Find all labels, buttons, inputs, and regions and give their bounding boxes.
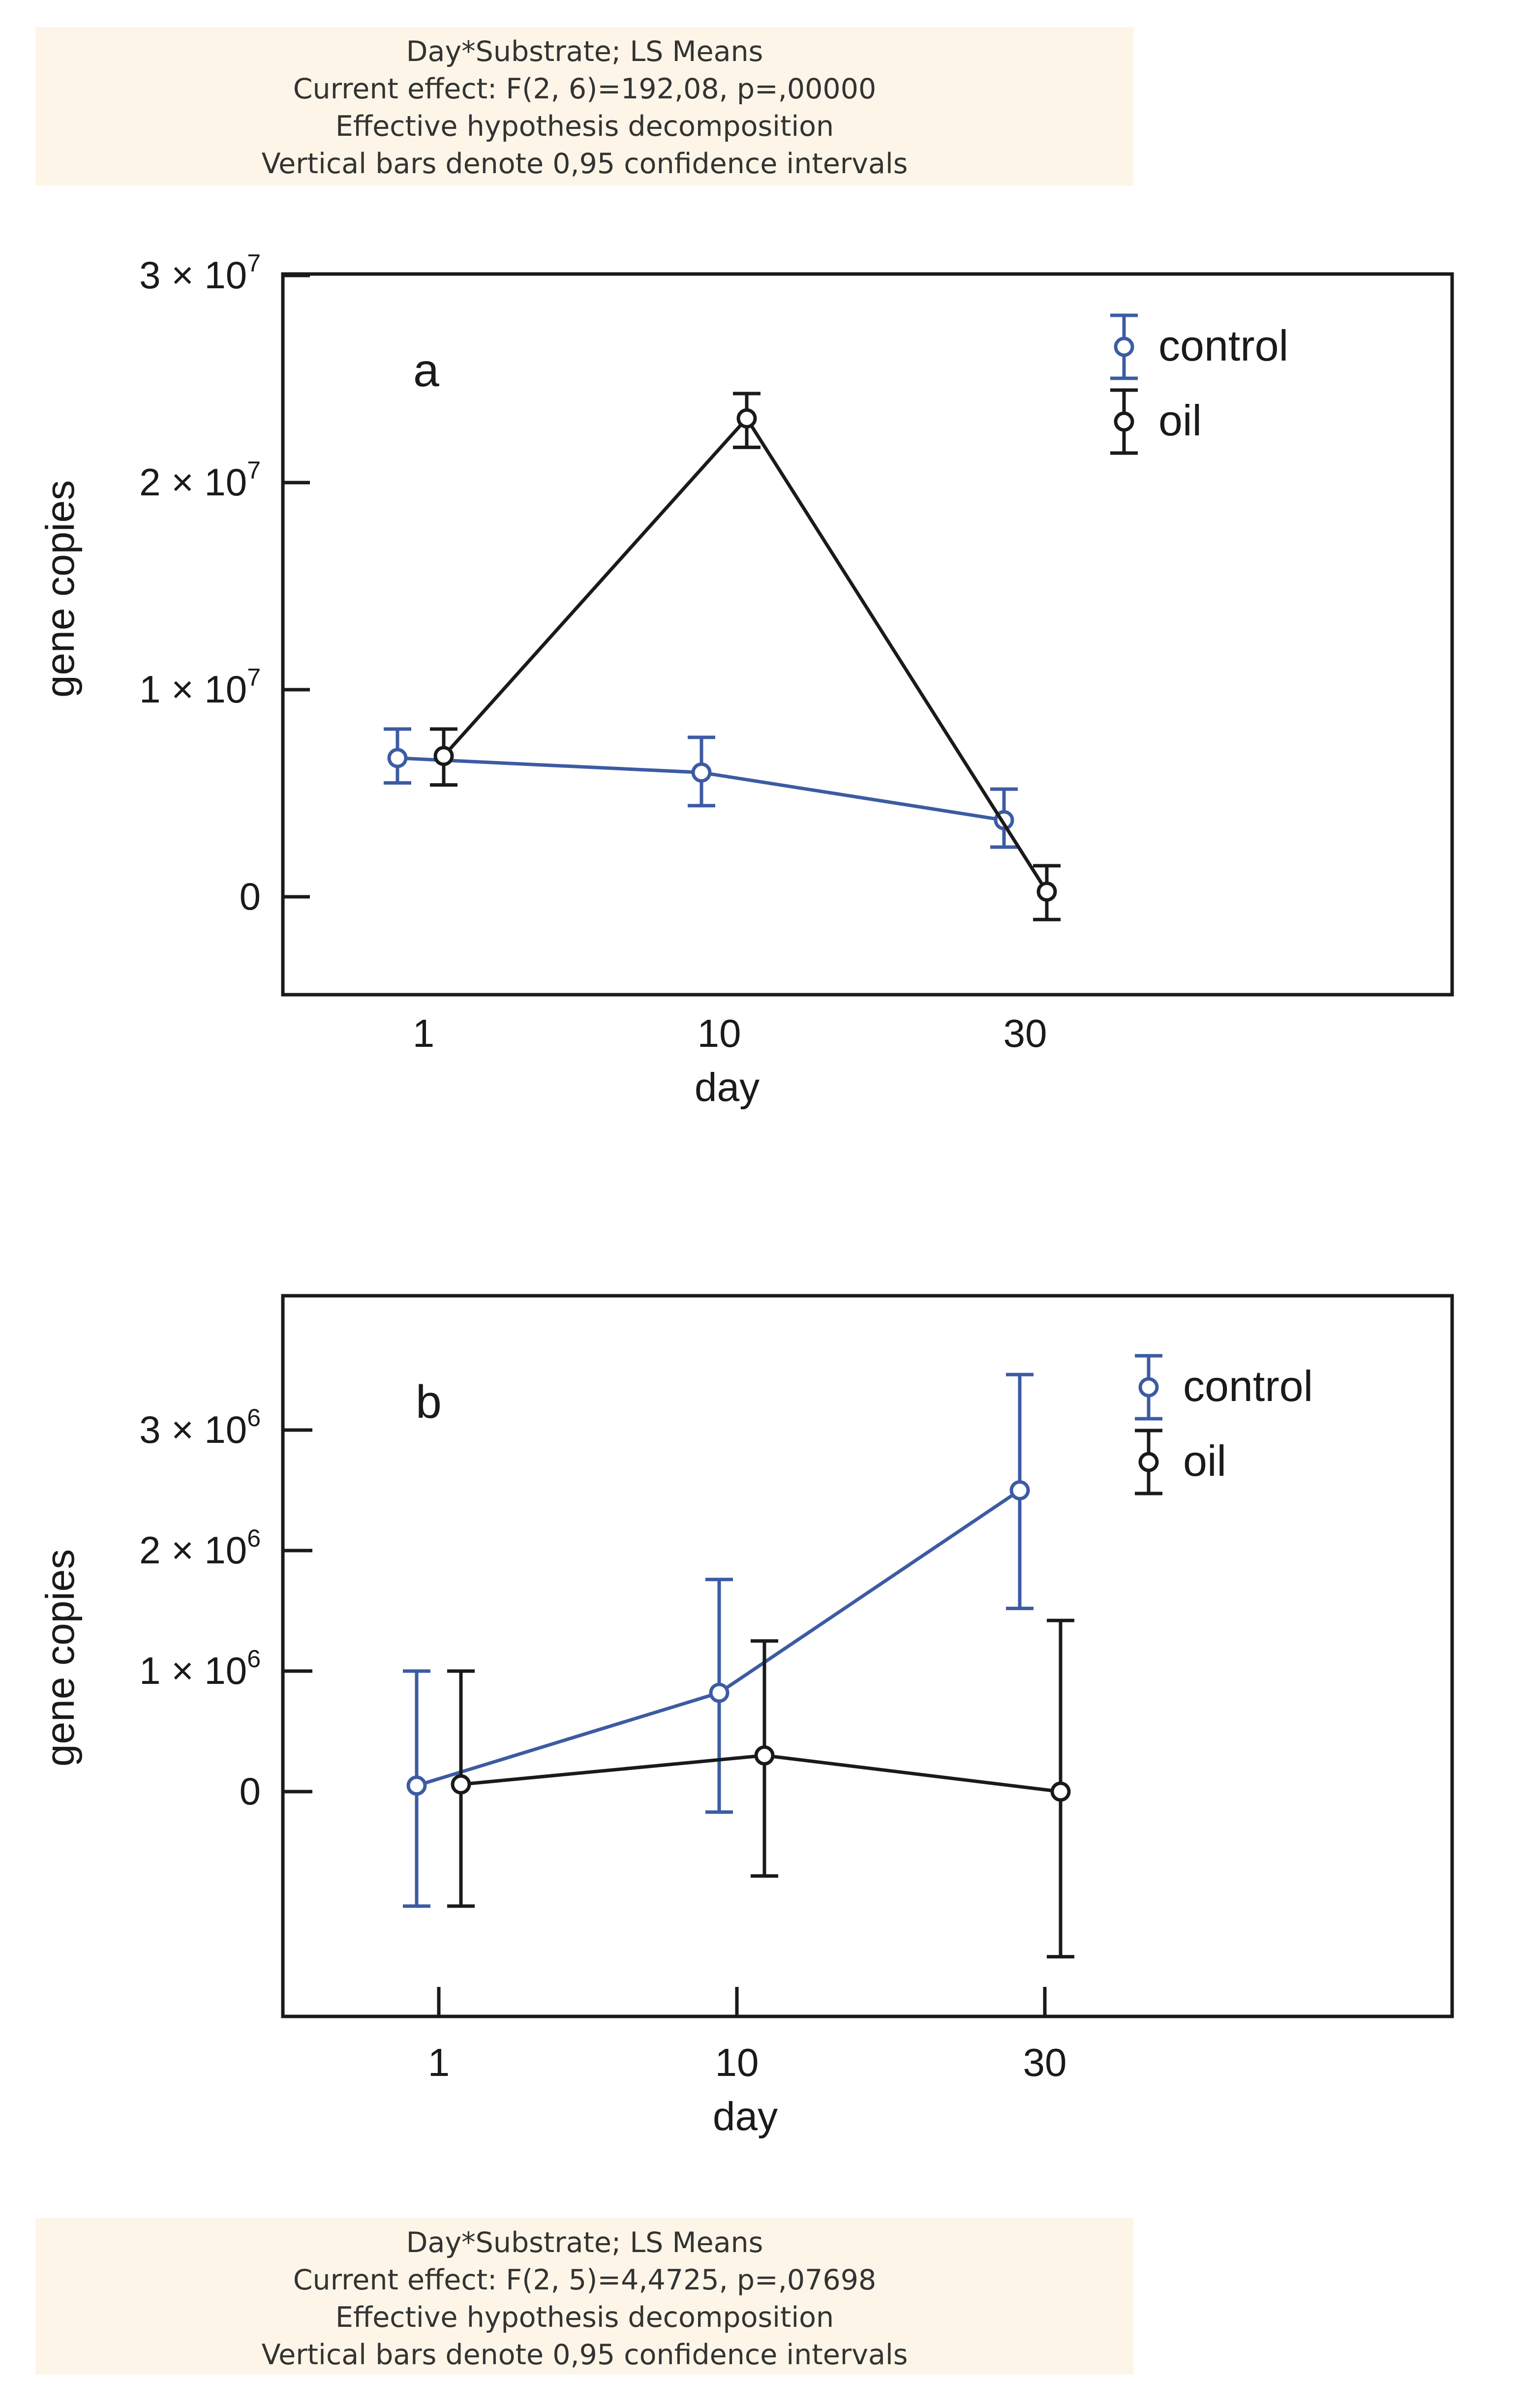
y-tick-label: 1 × 106 [139, 1645, 261, 1692]
y-axis-title: gene copies [38, 1549, 83, 1767]
stats-summary-bottom: Day*Substrate; LS Means Current effect: … [35, 2218, 1134, 2375]
control-data-point [691, 762, 712, 783]
chart-panel-a: 0 1 × 107 2 × 107 3 × 107 1 10 30 day gene copie… [38, 249, 1454, 1110]
legend-control-label: control [1158, 321, 1288, 370]
control-data-point [387, 748, 408, 768]
y-axis-title: gene copies [38, 480, 83, 698]
control-data-point [709, 1682, 730, 1703]
control-data-point [406, 1775, 427, 1796]
oil-data-point [736, 408, 757, 428]
chart-panel-b: 0 1 × 106 2 × 106 3 × 106 1 10 30 day gene copie… [38, 1294, 1454, 2139]
oil-data-point [754, 1745, 775, 1766]
y-tick-label: 3 × 106 [139, 1404, 261, 1451]
stats-decomposition: Effective hypothesis decomposition [335, 110, 834, 143]
legend-oil-marker [1138, 1452, 1159, 1472]
stats-current-effect: Current effect: F(2, 5)=4,4725, p=,07698 [293, 2264, 877, 2296]
plot-frame [281, 1294, 1454, 2018]
x-tick-label: 10 [715, 2041, 759, 2084]
oil-data-point [1050, 1781, 1071, 1802]
legend-control-label: control [1183, 1362, 1313, 1410]
panel-label: a [413, 344, 439, 396]
legend-control-marker [1138, 1377, 1159, 1398]
oil-series-line [442, 415, 1048, 893]
oil-data-point [1036, 881, 1057, 902]
control-data-point [1009, 1480, 1030, 1500]
legend-oil-label: oil [1158, 396, 1202, 445]
y-tick-label: 1 × 107 [139, 664, 261, 711]
legend-oil-marker [1114, 411, 1134, 432]
legend-oil-label: oil [1183, 1436, 1226, 1485]
stats-summary-top: Day*Substrate; LS Means Current effect: … [35, 27, 1134, 185]
x-tick-label: 30 [1004, 1011, 1047, 1055]
y-tick-label: 2 × 106 [139, 1524, 261, 1572]
legend-control-marker [1114, 336, 1134, 357]
x-tick-label: 10 [698, 1011, 741, 1055]
plot-frame [281, 272, 1454, 997]
y-tick-label: 3 × 107 [139, 249, 261, 297]
stats-confidence-note: Vertical bars denote 0,95 confidence int… [261, 148, 908, 180]
x-tick-label: 1 [428, 2041, 450, 2084]
stats-title: Day*Substrate; LS Means [406, 35, 763, 68]
oil-data-point [433, 746, 454, 766]
y-tick-label: 2 × 107 [139, 457, 261, 504]
x-tick-label: 1 [413, 1011, 435, 1055]
oil-data-point [451, 1774, 471, 1795]
x-axis-title: day [695, 1065, 760, 1110]
stats-decomposition: Effective hypothesis decomposition [335, 2301, 834, 2334]
y-tick-label: 0 [240, 1769, 261, 1813]
x-axis-title: day [713, 2094, 778, 2139]
panel-label: b [416, 1376, 442, 1428]
x-tick-label: 30 [1023, 2041, 1067, 2084]
stats-confidence-note: Vertical bars denote 0,95 confidence int… [261, 2339, 908, 2371]
stats-title: Day*Substrate; LS Means [406, 2226, 763, 2259]
stats-current-effect: Current effect: F(2, 6)=192,08, p=,00000 [293, 73, 877, 105]
y-tick-label: 0 [240, 875, 261, 918]
